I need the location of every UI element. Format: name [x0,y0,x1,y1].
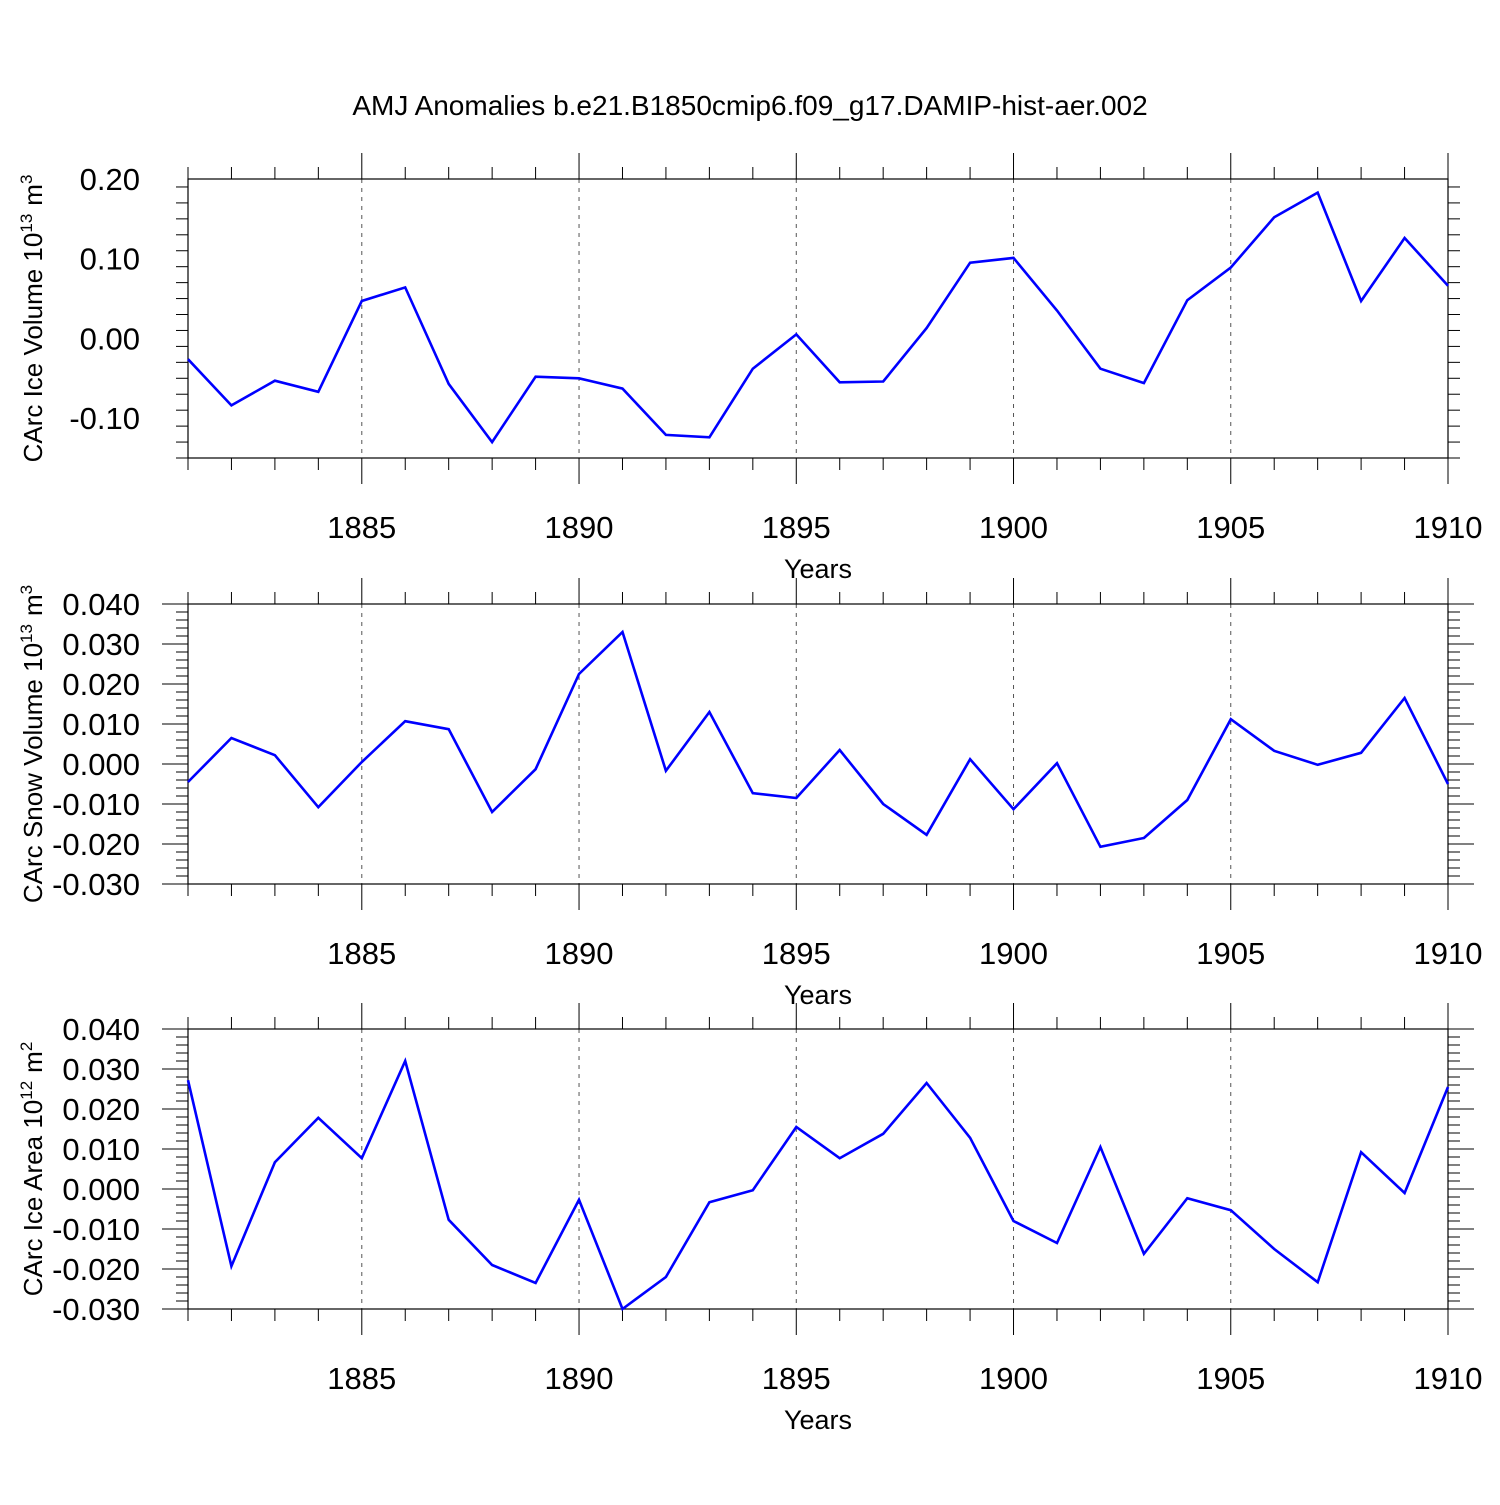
y-tick-label: 0.20 [80,162,140,197]
chart-panel-2: -0.030 -0.020 -0.010 0.000 0.010 0.020 0.030 0.… [17,578,1482,1010]
x-axis-label: Years [784,980,852,1010]
y-tick-label: 0.040 [62,587,140,622]
y-tick-label: -0.10 [69,401,140,436]
series-line [186,1057,1450,1312]
y-tick-label: -0.030 [52,1292,140,1327]
x-tick-label: 1885 [327,510,396,545]
x-tick-label: 1895 [762,510,831,545]
x-tick-label: 1910 [1414,936,1483,971]
x-axis-label: Years [784,1405,852,1435]
y-tick-label: 0.030 [62,1052,140,1087]
y-tick-label: 0.000 [62,1172,140,1207]
y-tick-label: 0.010 [62,1132,140,1167]
y-tick-label: 0.030 [62,627,140,662]
y-axis-label: CArc Ice Volume 1013 m3 [17,175,48,463]
y-axis-label-exponent: 12 [17,1081,36,1100]
x-tick-label: 1895 [762,1361,831,1396]
y-tick-label: -0.020 [52,1252,140,1287]
x-tick-label: 1905 [1196,1361,1265,1396]
y-axis-label: CArc Snow Volume 1013 m3 [17,585,48,903]
series-line [187,629,1450,849]
y-axis-label-main: CArc Snow Volume 10 [18,643,48,903]
x-tick-label: 1885 [327,936,396,971]
plot-frame [187,603,1449,885]
x-tick-label: 1905 [1196,936,1265,971]
x-tick-label: 1900 [979,510,1048,545]
x-tick-label: 1900 [979,936,1048,971]
y-axis-label-main: CArc Ice Volume 10 [18,233,48,463]
series-line [187,190,1449,445]
y-axis-label-unit: m [18,1051,48,1073]
y-axis-label-unit-exponent: 2 [17,1042,36,1051]
x-tick-label: 1905 [1196,510,1265,545]
x-tick-label: 1900 [979,1361,1048,1396]
y-tick-label: -0.010 [52,1212,140,1247]
x-tick-label: 1885 [327,1361,396,1396]
y-tick-label: 0.010 [62,707,140,742]
y-axis-label-unit: m [18,184,48,206]
y-tick-label: 0.000 [62,747,140,782]
plot-frame [187,178,1449,459]
y-axis-label-unit: m [18,594,48,616]
chart-panel-1: -0.10 0.00 0.10 0.20 1885 1890 1895 1900 1905 191… [17,153,1482,584]
y-tick-label: -0.020 [52,827,140,862]
y-axis-label-unit-exponent: 3 [17,585,36,594]
y-tick-label: 0.040 [62,1012,140,1047]
y-axis-label: CArc Ice Area 1012 m2 [17,1042,48,1297]
y-axis-label-unit-exponent: 3 [17,175,36,184]
x-tick-label: 1910 [1414,510,1483,545]
plot-frame [187,1028,1449,1310]
y-tick-label: -0.030 [52,867,140,902]
x-tick-label: 1890 [545,510,614,545]
y-axis-label-exponent: 13 [17,624,36,643]
x-axis-label: Years [784,554,852,584]
y-tick-label: 0.10 [80,242,140,277]
x-tick-label: 1895 [762,936,831,971]
y-tick-label: -0.010 [52,787,140,822]
x-tick-label: 1890 [545,936,614,971]
chart-title: AMJ Anomalies b.e21.B1850cmip6.f09_g17.D… [352,90,1147,121]
chart-panel-3: -0.030 -0.020 -0.010 0.000 0.010 0.020 0.030 0.… [17,1003,1482,1435]
x-tick-label: 1910 [1414,1361,1483,1396]
y-tick-label: 0.020 [62,667,140,702]
y-axis-label-main: CArc Ice Area 10 [18,1100,48,1297]
x-tick-label: 1890 [545,1361,614,1396]
y-tick-label: 0.00 [80,321,140,356]
y-axis-label-exponent: 13 [17,214,36,233]
y-tick-label: 0.020 [62,1092,140,1127]
